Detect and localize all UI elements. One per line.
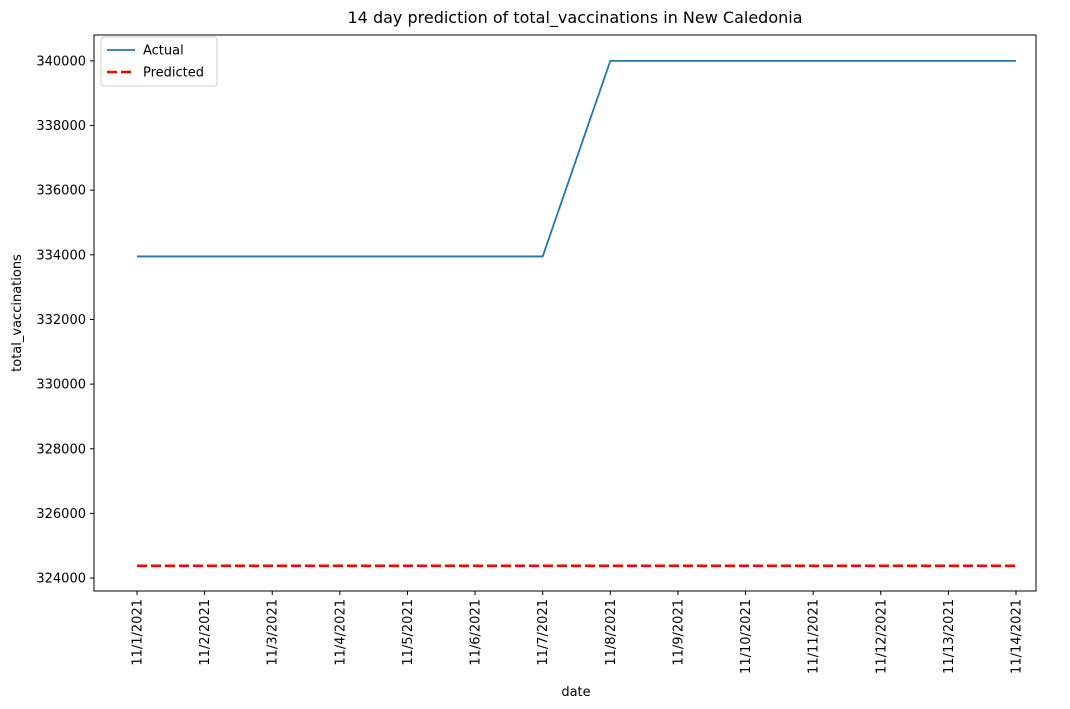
legend-label-predicted: Predicted <box>143 66 204 81</box>
x-tick-label: 11/4/2021 <box>333 599 348 666</box>
y-tick-label: 328000 <box>36 442 86 457</box>
plot-frame <box>93 34 1037 592</box>
x-axis: 11/1/2021 11/2/2021 11/3/2021 11/4/2021 11/5… <box>131 591 1025 674</box>
x-tick-label: 11/9/2021 <box>671 599 686 666</box>
x-tick-label: 11/11/2021 <box>807 599 822 674</box>
chart-title: 14 day prediction of total_vaccinations … <box>348 8 803 28</box>
y-tick-label: 330000 <box>36 378 86 393</box>
y-axis-label: total_vaccinations <box>10 254 25 372</box>
x-tick-label: 11/7/2021 <box>536 599 551 666</box>
x-tick-label: 11/10/2021 <box>739 599 754 674</box>
x-tick-label: 11/6/2021 <box>469 599 484 666</box>
x-tick-label: 11/12/2021 <box>874 599 889 674</box>
plot-area <box>93 34 1037 592</box>
x-axis-label: date <box>561 685 590 700</box>
series-line-actual <box>137 59 1016 258</box>
x-tick-label: 11/2/2021 <box>198 599 213 666</box>
y-tick-label: 326000 <box>36 507 86 522</box>
y-tick-label: 336000 <box>36 184 86 199</box>
legend-label-actual: Actual <box>143 44 184 59</box>
x-tick-label: 11/13/2021 <box>942 599 957 674</box>
y-tick-label: 334000 <box>36 248 86 263</box>
y-tick-label: 338000 <box>36 119 86 134</box>
y-tick-label: 324000 <box>36 572 86 587</box>
legend: Actual Predicted <box>100 36 218 87</box>
x-tick-label: 11/14/2021 <box>1010 599 1025 674</box>
x-tick-label: 11/8/2021 <box>604 599 619 666</box>
y-tick-label: 332000 <box>36 313 86 328</box>
y-tick-label: 340000 <box>36 54 86 69</box>
y-axis: 324000 326000 328000 330000 332000 334000 3360… <box>36 54 94 587</box>
x-tick-label: 11/1/2021 <box>131 599 146 666</box>
x-tick-label: 11/5/2021 <box>401 599 416 666</box>
x-tick-label: 11/3/2021 <box>266 599 281 666</box>
